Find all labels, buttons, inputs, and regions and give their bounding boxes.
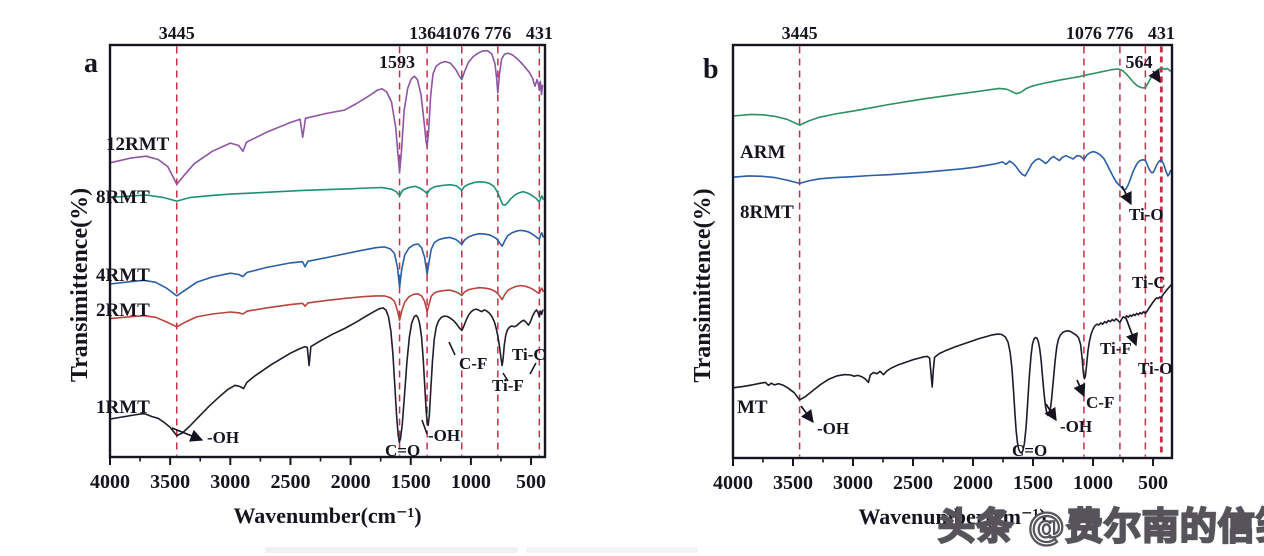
curve-label-4RMT: 4RMT — [96, 265, 150, 286]
x-tick-label-2000: 2000 — [331, 471, 371, 493]
peak-label-top-1076: 1076 — [444, 23, 480, 43]
peak-label-top-3445: 3445 — [159, 23, 195, 43]
annotation-arrow — [1125, 317, 1138, 347]
annotation-C-F: C-F — [459, 354, 487, 373]
peak-label-top-1076: 1076 — [1066, 23, 1102, 43]
chart-render-root: 12RMT 8RMT 4RMT 2RMT 1RMT 4000 3500 3000 2500 200… — [67, 23, 1175, 529]
annotation-arrow — [1044, 403, 1057, 422]
curve-label-8RMT: 8RMT — [96, 187, 150, 208]
bottom-artifact-bar — [265, 547, 518, 553]
annotation-connector — [529, 362, 537, 375]
x-tick-label-500: 500 — [516, 471, 546, 493]
y-axis-title: Transimittence(%) — [690, 188, 716, 382]
x-tick-label-1000: 1000 — [1073, 472, 1113, 494]
annotation-Ti-O: Ti-O — [1138, 359, 1173, 378]
x-tick-label-500: 500 — [1138, 472, 1168, 494]
annotation-connector — [502, 372, 509, 382]
panel-b: ARM 8RMT MT 4000 3500 3000 2500 2000 1500 1000 500… — [690, 23, 1175, 529]
annotation-Ti-F: Ti-F — [1100, 339, 1132, 358]
x-tick-label-3000: 3000 — [833, 472, 873, 494]
annotation-arrow — [800, 405, 814, 424]
annotation--OH: -OH — [817, 419, 849, 438]
annotation--OH: -OH — [207, 428, 239, 447]
annotation-Ti-C: Ti-C — [1132, 273, 1166, 292]
watermark-text: 头条 @费尔南的信笺 — [937, 504, 1264, 549]
curve-label-2RMT: 2RMT — [96, 300, 150, 321]
annotation-arrow — [1148, 68, 1161, 84]
annotation-arrow — [1073, 379, 1086, 398]
panel-a: 12RMT 8RMT 4RMT 2RMT 1RMT 4000 3500 3000 2500 200… — [67, 23, 553, 528]
curve-2RMT — [109, 284, 544, 328]
curve-12RMT — [109, 50, 544, 186]
x-tick-label-4000: 4000 — [713, 472, 753, 494]
curve-label-1RMT: 1RMT — [96, 397, 150, 418]
curve-ARM — [732, 67, 1172, 126]
annotation-connector — [421, 419, 428, 435]
annotation-Ti-F: Ti-F — [492, 376, 524, 395]
curve-label-12RMT: 12RMT — [106, 134, 170, 155]
x-tick-label-2500: 2500 — [270, 471, 310, 493]
x-tick-label-3000: 3000 — [210, 471, 250, 493]
x-tick-label-1500: 1500 — [391, 471, 431, 493]
annotation-arrow — [1120, 185, 1132, 206]
plot-border — [108, 43, 547, 459]
panel-letter-a: a — [84, 48, 98, 79]
x-tick-label-2500: 2500 — [893, 472, 933, 494]
y-axis-title: Transimittence(%) — [67, 188, 93, 382]
x-axis-title: Wavenumber(cm⁻¹) — [858, 504, 1046, 529]
curve-label-ARM: ARM — [740, 142, 785, 163]
peak-label-top-1364: 1364 — [409, 23, 445, 43]
peak-label-top-776: 776 — [484, 23, 511, 43]
curve-8RMT — [109, 181, 544, 207]
x-axis-title: Wavenumber(cm⁻¹) — [233, 503, 421, 528]
peak-label-inner-564: 564 — [1126, 52, 1153, 72]
x-tick-label-2000: 2000 — [953, 472, 993, 494]
peak-label-inner-1593: 1593 — [379, 52, 415, 72]
x-tick-label-1500: 1500 — [1013, 472, 1053, 494]
annotation-C=O: C=O — [385, 441, 420, 460]
annotation-Ti-C: Ti-C — [512, 345, 546, 364]
annotation-connector — [448, 341, 456, 356]
bottom-artifact-bar — [526, 547, 698, 553]
peak-label-top-431: 431 — [1148, 23, 1175, 43]
annotation--OH: -OH — [428, 426, 460, 445]
curve-label-MT: MT — [737, 397, 768, 418]
curve-1RMT — [109, 307, 544, 443]
annotation-C=O: C=O — [1012, 441, 1047, 460]
x-tick-label-3500: 3500 — [150, 471, 190, 493]
x-tick-label-1000: 1000 — [451, 471, 491, 493]
peak-label-top-3445: 3445 — [782, 23, 818, 43]
panel-letter-b: b — [703, 54, 719, 85]
peak-label-top-431: 431 — [526, 23, 553, 43]
annotation-C-F: C-F — [1086, 393, 1114, 412]
annotation-arrow — [171, 427, 204, 442]
curve-8RMT — [732, 150, 1172, 191]
curve-label-8RMT: 8RMT — [740, 202, 794, 223]
peak-label-top-776: 776 — [1106, 23, 1133, 43]
curve-4RMT — [109, 229, 544, 297]
annotation--OH: -OH — [1060, 417, 1092, 436]
annotation-Ti-O: Ti-O — [1129, 205, 1164, 224]
curve-MT — [732, 284, 1172, 454]
x-tick-label-3500: 3500 — [773, 472, 813, 494]
x-tick-label-4000: 4000 — [90, 471, 130, 493]
plot-border — [731, 43, 1174, 460]
